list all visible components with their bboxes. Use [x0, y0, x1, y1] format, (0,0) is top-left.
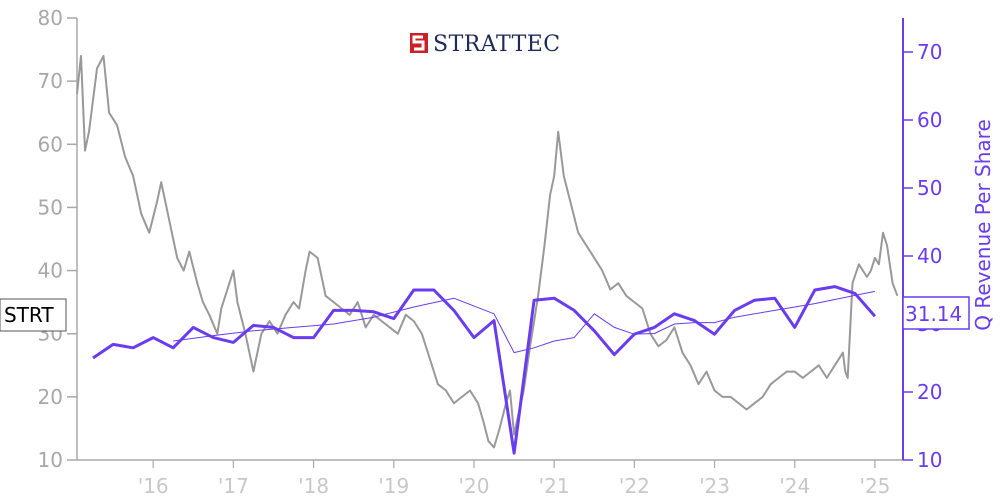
left-tick-label: 40 [38, 259, 63, 283]
left-tick-label: 10 [38, 448, 63, 472]
right-tick-label: 60 [917, 108, 942, 132]
right-tick-label: 20 [917, 380, 942, 404]
series-layer [76, 54, 899, 455]
x-tick-label: '22 [619, 474, 650, 498]
left-tick-label: 20 [38, 385, 63, 409]
strattec-logo: STRATTEC [410, 32, 561, 57]
left-tick-label: 50 [38, 195, 63, 219]
right-tick-label: 10 [917, 448, 942, 472]
x-tick-label: '17 [218, 474, 249, 498]
x-tick-label: '25 [859, 474, 890, 498]
right-axis-label: Q Revenue Per Share [971, 119, 995, 331]
x-tick-label: '20 [458, 474, 489, 498]
revenue-ma-line [173, 290, 875, 354]
left-tick-label: 60 [38, 132, 63, 156]
x-tick-label: '23 [699, 474, 730, 498]
left-tick-label: 70 [38, 69, 63, 93]
right-tick-label: 40 [917, 244, 942, 268]
revenue-line [92, 285, 877, 455]
x-tick-label: '16 [138, 474, 169, 498]
right-tick-label: 50 [917, 176, 942, 200]
right-tick-label: 70 [917, 40, 942, 64]
x-tick-label: '18 [298, 474, 329, 498]
price-tag-label: STRT [4, 303, 54, 327]
revenue-tag-label: 31.14 [905, 302, 962, 326]
logo-text: STRATTEC [433, 32, 561, 57]
left-tick-label: 80 [38, 6, 63, 30]
price-line [76, 54, 899, 449]
x-tick-label: '19 [378, 474, 409, 498]
x-axis-ticks: '16 '17 '18 '19 '20 '21 '22 '23 '24 '25 [138, 460, 890, 498]
x-tick-label: '21 [539, 474, 570, 498]
price-tag: STRT [0, 298, 67, 332]
x-tick-label: '24 [779, 474, 810, 498]
revenue-tag: 31.14 [902, 296, 970, 330]
